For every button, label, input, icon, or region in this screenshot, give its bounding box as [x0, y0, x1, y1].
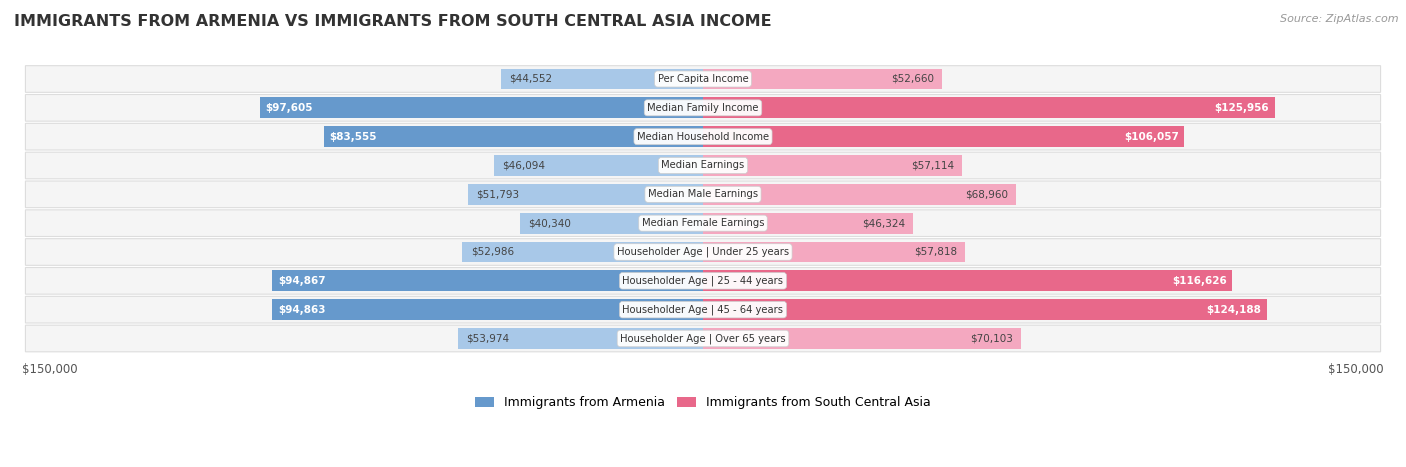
Text: $94,867: $94,867	[278, 276, 325, 286]
Text: Median Household Income: Median Household Income	[637, 132, 769, 142]
Text: $68,960: $68,960	[965, 189, 1008, 199]
Bar	[273, 299, 703, 320]
Text: Source: ZipAtlas.com: Source: ZipAtlas.com	[1281, 14, 1399, 24]
FancyBboxPatch shape	[25, 268, 1381, 294]
Text: IMMIGRANTS FROM ARMENIA VS IMMIGRANTS FROM SOUTH CENTRAL ASIA INCOME: IMMIGRANTS FROM ARMENIA VS IMMIGRANTS FR…	[14, 14, 772, 29]
Text: $70,103: $70,103	[970, 333, 1014, 344]
Bar	[703, 270, 1233, 291]
Legend: Immigrants from Armenia, Immigrants from South Central Asia: Immigrants from Armenia, Immigrants from…	[470, 391, 936, 414]
FancyBboxPatch shape	[25, 297, 1381, 323]
Bar	[703, 213, 914, 234]
Bar	[501, 69, 703, 89]
Text: $51,793: $51,793	[477, 189, 519, 199]
FancyBboxPatch shape	[25, 325, 1381, 352]
Bar	[273, 270, 703, 291]
Text: $40,340: $40,340	[529, 218, 571, 228]
Text: Median Family Income: Median Family Income	[647, 103, 759, 113]
Bar	[458, 328, 703, 349]
Text: $57,114: $57,114	[911, 161, 955, 170]
Text: Median Male Earnings: Median Male Earnings	[648, 189, 758, 199]
Bar	[703, 328, 1021, 349]
Text: $150,000: $150,000	[22, 363, 77, 376]
Bar	[703, 126, 1184, 147]
Bar	[463, 241, 703, 262]
Text: $52,660: $52,660	[891, 74, 934, 84]
Text: $52,986: $52,986	[471, 247, 513, 257]
Bar	[703, 98, 1275, 118]
Text: $150,000: $150,000	[1329, 363, 1384, 376]
FancyBboxPatch shape	[25, 152, 1381, 179]
Text: $97,605: $97,605	[266, 103, 314, 113]
FancyBboxPatch shape	[25, 239, 1381, 265]
Text: $46,324: $46,324	[862, 218, 905, 228]
Text: $57,818: $57,818	[914, 247, 957, 257]
Text: $116,626: $116,626	[1173, 276, 1227, 286]
Bar	[494, 155, 703, 176]
Bar	[703, 184, 1017, 205]
FancyBboxPatch shape	[25, 123, 1381, 150]
FancyBboxPatch shape	[25, 94, 1381, 121]
FancyBboxPatch shape	[25, 66, 1381, 92]
Text: $125,956: $125,956	[1215, 103, 1270, 113]
Text: Householder Age | Over 65 years: Householder Age | Over 65 years	[620, 333, 786, 344]
FancyBboxPatch shape	[25, 181, 1381, 208]
Text: Householder Age | 25 - 44 years: Householder Age | 25 - 44 years	[623, 276, 783, 286]
Text: $53,974: $53,974	[467, 333, 509, 344]
Text: $83,555: $83,555	[329, 132, 377, 142]
Text: $44,552: $44,552	[509, 74, 553, 84]
FancyBboxPatch shape	[25, 210, 1381, 236]
Bar	[323, 126, 703, 147]
Bar	[468, 184, 703, 205]
Text: Median Earnings: Median Earnings	[661, 161, 745, 170]
Bar	[260, 98, 703, 118]
Bar	[703, 69, 942, 89]
Bar	[703, 241, 966, 262]
Bar	[520, 213, 703, 234]
Bar	[703, 299, 1267, 320]
Text: $106,057: $106,057	[1125, 132, 1180, 142]
Bar	[703, 155, 962, 176]
Text: $94,863: $94,863	[278, 304, 325, 315]
Text: Householder Age | 45 - 64 years: Householder Age | 45 - 64 years	[623, 304, 783, 315]
Text: Householder Age | Under 25 years: Householder Age | Under 25 years	[617, 247, 789, 257]
Text: $46,094: $46,094	[502, 161, 546, 170]
Text: $124,188: $124,188	[1206, 304, 1261, 315]
Text: Median Female Earnings: Median Female Earnings	[641, 218, 765, 228]
Text: Per Capita Income: Per Capita Income	[658, 74, 748, 84]
